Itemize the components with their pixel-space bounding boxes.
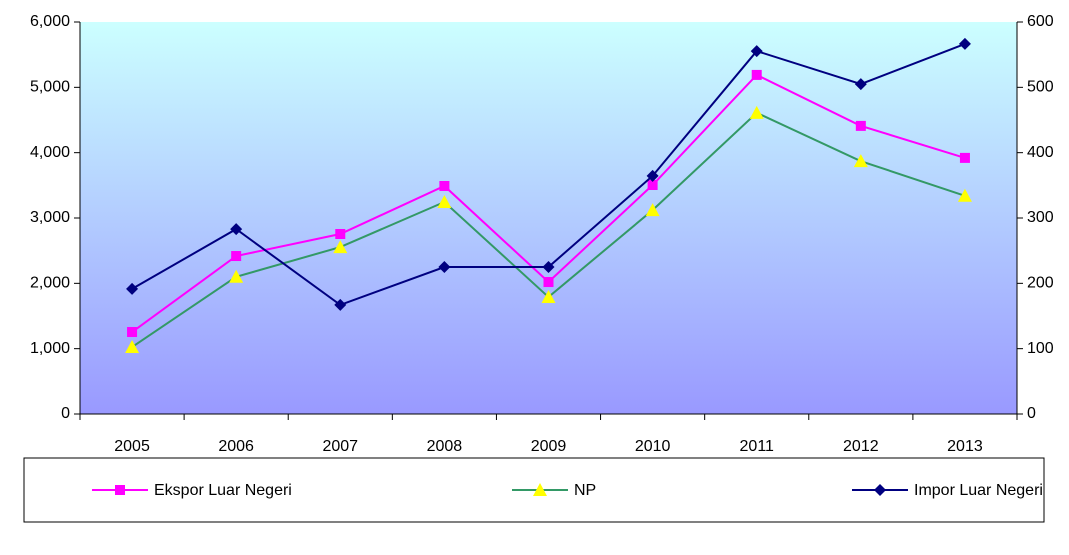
y-tick-label: 0 xyxy=(61,405,70,422)
data-point xyxy=(229,269,244,283)
legend-marker xyxy=(533,483,547,496)
data-point xyxy=(647,180,658,191)
data-point xyxy=(127,327,138,338)
data-point xyxy=(959,152,970,163)
x-tick-label: 2006 xyxy=(218,438,254,455)
data-point xyxy=(438,261,451,273)
legend-marker xyxy=(115,485,125,495)
y2-tick-label: 600 xyxy=(1027,13,1054,30)
y-tick-label: 3,000 xyxy=(30,209,70,226)
data-point xyxy=(750,45,763,58)
data-point xyxy=(542,261,555,273)
y2-tick-label: 0 xyxy=(1027,405,1036,422)
data-point xyxy=(645,203,660,217)
y2-tick-label: 200 xyxy=(1027,275,1054,292)
data-point xyxy=(543,277,554,288)
data-point xyxy=(231,251,242,262)
data-point xyxy=(230,223,243,236)
legend-label: Impor Luar Negeri xyxy=(914,482,1043,499)
data-point xyxy=(541,290,556,304)
x-tick-label: 2010 xyxy=(635,438,671,455)
legend-marker xyxy=(874,484,886,496)
data-point xyxy=(126,282,139,295)
data-point xyxy=(855,120,866,131)
data-point xyxy=(335,229,346,240)
x-tick-label: 2005 xyxy=(114,438,150,455)
y-tick-label: 2,000 xyxy=(30,275,70,292)
legend-label: Ekspor Luar Negeri xyxy=(154,482,292,499)
y-tick-label: 1,000 xyxy=(30,340,70,357)
y-tick-label: 4,000 xyxy=(30,144,70,161)
data-point xyxy=(854,78,867,91)
data-point xyxy=(957,188,972,202)
y2-tick-label: 100 xyxy=(1027,340,1054,357)
y2-tick-label: 500 xyxy=(1027,79,1054,96)
data-point xyxy=(439,180,450,191)
y-tick-label: 5,000 xyxy=(30,79,70,96)
x-tick-label: 2008 xyxy=(427,438,463,455)
x-tick-label: 2009 xyxy=(531,438,567,455)
data-point xyxy=(333,240,348,254)
x-tick-label: 2007 xyxy=(322,438,358,455)
y-tick-label: 6,000 xyxy=(30,13,70,30)
data-point xyxy=(437,194,452,208)
x-tick-label: 2013 xyxy=(947,438,983,455)
data-point xyxy=(125,340,140,354)
y2-tick-label: 300 xyxy=(1027,209,1054,226)
data-point xyxy=(749,105,764,119)
x-tick-label: 2011 xyxy=(740,438,775,455)
data-point xyxy=(334,298,347,311)
data-point xyxy=(853,154,868,168)
data-point xyxy=(646,169,659,182)
data-point xyxy=(958,37,971,50)
plot-area xyxy=(80,22,1017,414)
data-point xyxy=(751,69,762,80)
y2-tick-label: 400 xyxy=(1027,144,1054,161)
legend-label: NP xyxy=(574,482,596,499)
x-tick-label: 2012 xyxy=(843,438,879,455)
